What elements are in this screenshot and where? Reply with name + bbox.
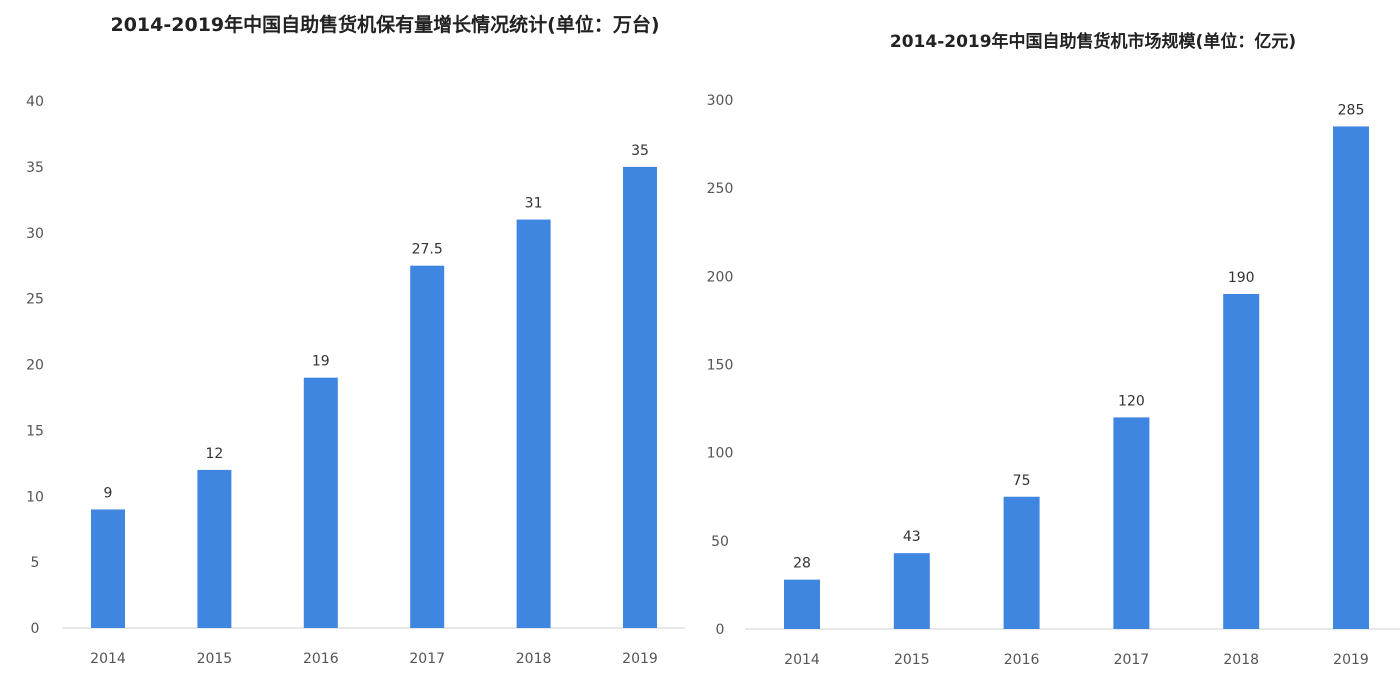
x-tick-label: 2014 (784, 652, 820, 668)
chart-1-title: 2014-2019年中国自助售货机保有量增长情况统计(单位：万台) (110, 13, 659, 36)
x-tick-label: 2017 (409, 651, 445, 667)
y-tick-label: 0 (716, 622, 725, 638)
data-label-2014: 9 (104, 485, 113, 501)
data-label-2018: 190 (1228, 270, 1255, 286)
data-label-2015: 12 (205, 446, 223, 462)
x-tick-label: 2016 (1004, 652, 1040, 668)
data-label-2017: 27.5 (412, 242, 443, 258)
x-tick-label: 2016 (303, 651, 339, 667)
y-tick-label: 10 (26, 489, 44, 505)
bar-2015 (893, 553, 930, 629)
x-tick-label: 2015 (197, 651, 233, 667)
x-tick-label: 2014 (90, 651, 126, 667)
y-tick-label: 150 (707, 358, 734, 374)
y-tick-label: 100 (707, 446, 734, 462)
chart-2: 0 50 100 150 200 250 300 28 2014 43 2015 75 2016 120 2… (707, 93, 1400, 668)
bar-2015 (197, 469, 232, 628)
y-tick-label: 40 (26, 94, 44, 110)
bar-2016 (1003, 496, 1040, 629)
bar-2014 (784, 579, 820, 629)
data-label-2019: 35 (631, 143, 649, 159)
y-tick-label: 5 (31, 555, 40, 571)
y-tick-label: 35 (26, 160, 44, 176)
y-tick-label: 200 (707, 269, 734, 285)
bar-2018 (516, 219, 551, 628)
x-tick-label: 2015 (894, 652, 930, 668)
x-tick-label: 2019 (1333, 652, 1369, 668)
y-tick-label: 300 (707, 93, 734, 109)
chart-2-title: 2014-2019年中国自助售货机市场规模(单位：亿元) (890, 31, 1296, 52)
y-tick-label: 250 (707, 181, 734, 197)
x-tick-label: 2017 (1114, 652, 1150, 668)
y-tick-label: 30 (26, 226, 44, 242)
x-tick-label: 2018 (1223, 652, 1259, 668)
y-tick-label: 0 (31, 621, 40, 637)
chart-1: 0 5 10 15 20 25 30 35 40 9 2014 12 2015 19 2016 27.5 201… (26, 94, 685, 667)
bar-2014 (91, 509, 125, 628)
bar-2019 (1333, 126, 1369, 629)
data-label-2016: 19 (312, 354, 330, 370)
data-label-2019: 285 (1338, 102, 1365, 118)
y-tick-label: 50 (711, 534, 729, 550)
bar-2017 (1113, 417, 1150, 629)
data-label-2017: 120 (1118, 393, 1145, 409)
bar-2017 (410, 265, 445, 628)
bar-2018 (1223, 293, 1260, 629)
x-tick-label: 2019 (622, 651, 658, 667)
data-label-2016: 75 (1013, 473, 1031, 489)
data-label-2018: 31 (525, 196, 543, 212)
bar-2019 (623, 166, 657, 628)
y-tick-label: 20 (26, 358, 44, 374)
x-tick-label: 2018 (516, 651, 552, 667)
data-label-2015: 43 (903, 529, 921, 545)
y-tick-label: 25 (26, 292, 44, 308)
data-label-2014: 28 (793, 556, 811, 572)
y-tick-label: 15 (26, 423, 44, 439)
bar-2016 (303, 377, 338, 628)
